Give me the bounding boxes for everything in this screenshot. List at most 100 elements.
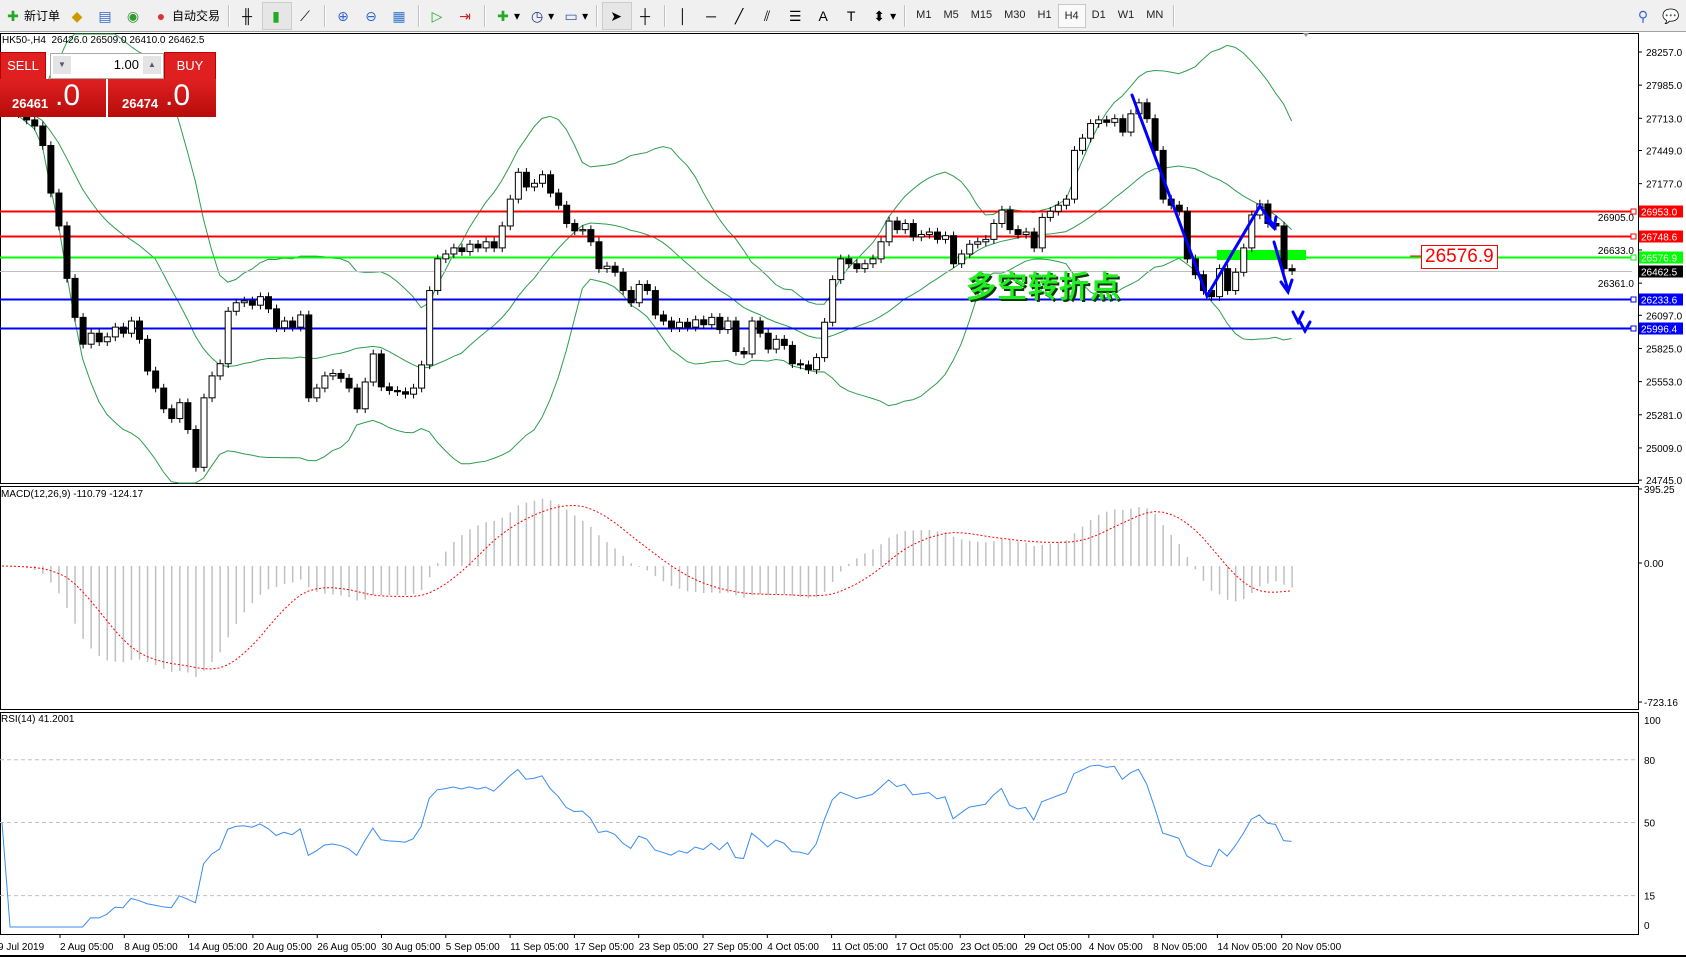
bullish-candle: [958, 253, 966, 265]
ask-price-button[interactable]: 26474 .0: [108, 79, 216, 117]
buy-button[interactable]: BUY: [164, 52, 216, 80]
channel-button[interactable]: ⫽: [754, 3, 782, 29]
time-tick-label: 8 Aug 05:00: [124, 942, 178, 953]
line-chart-icon: ⟋: [300, 7, 310, 24]
price-tick-label: 27449.0: [1646, 146, 1683, 157]
periods-button[interactable]: ◷ ▾: [524, 3, 558, 29]
chat-button[interactable]: 💬: [1658, 3, 1686, 29]
bearish-candle: [377, 353, 385, 388]
lot-size-value[interactable]: 1.00: [113, 57, 139, 72]
text-label-button[interactable]: T: [838, 3, 866, 29]
bearish-candle: [248, 300, 256, 306]
lot-size-stepper[interactable]: ▼ 1.00 ▲: [50, 53, 164, 79]
bullish-candle: [87, 332, 95, 345]
text-button[interactable]: A: [810, 3, 838, 29]
bullish-candle: [829, 279, 837, 323]
bullish-candle: [434, 258, 442, 292]
arrows-button[interactable]: ⬍ ▾: [866, 3, 900, 29]
bullish-candle: [127, 320, 135, 334]
crosshair-button[interactable]: ┼: [632, 3, 660, 29]
separator: [1173, 4, 1176, 27]
bullish-candle: [200, 397, 208, 468]
level-line-anchor: [1630, 296, 1637, 303]
bid-price-button[interactable]: 26461 .0: [0, 79, 106, 117]
level-price-tag: [1639, 293, 1683, 306]
terminal-button[interactable]: ◉: [120, 3, 148, 29]
candlestick-chart-button[interactable]: ▮: [262, 1, 293, 30]
decrease-lot-button[interactable]: ▼: [53, 56, 71, 74]
fibonacci-button[interactable]: ☰: [782, 3, 810, 29]
timeframe-m30[interactable]: M30: [1004, 8, 1026, 21]
zoom-in-icon: ⊕: [337, 7, 349, 24]
bullish-candle: [998, 209, 1006, 225]
arrows-icon: ⬍: [873, 7, 885, 24]
bid-price-fraction: .0: [55, 79, 81, 112]
timeframe-w1[interactable]: W1: [1117, 8, 1135, 21]
macd-tick-label: 395.25: [1644, 485, 1675, 496]
zoom-out-button[interactable]: ⊖: [358, 3, 386, 29]
templates-button[interactable]: ▭ ▾: [558, 3, 592, 29]
new-order-button[interactable]: ✚ 新订单: [0, 3, 64, 29]
timeframe-h1[interactable]: H1: [1037, 8, 1052, 21]
bullish-candle: [506, 198, 514, 227]
bullish-candle: [1248, 214, 1256, 249]
search-button[interactable]: ⚲: [1630, 3, 1658, 29]
bearish-candle: [31, 119, 39, 127]
timeframe-d1[interactable]: D1: [1091, 8, 1106, 21]
tile-windows-button[interactable]: ▦: [386, 3, 414, 29]
timeframe-h4[interactable]: H4: [1057, 3, 1086, 28]
line-chart-button[interactable]: ⟋: [292, 3, 320, 29]
search-icon: ⚲: [1637, 7, 1649, 24]
bullish-candle: [1095, 119, 1103, 125]
bearish-candle: [756, 320, 764, 334]
cursor-button[interactable]: ➤: [602, 1, 633, 30]
bearish-candle: [716, 316, 724, 331]
fibonacci-icon: ☰: [788, 7, 802, 24]
bearish-candle: [522, 171, 530, 188]
timeframe-m5[interactable]: M5: [943, 8, 959, 21]
bearish-candle: [39, 125, 47, 146]
auto-trading-button[interactable]: ● 自动交易: [148, 3, 224, 29]
zoom-in-button[interactable]: ⊕: [330, 3, 358, 29]
timeframe-m15[interactable]: M15: [970, 8, 993, 21]
bullish-candle: [1022, 231, 1030, 235]
vertical-line-icon: │: [678, 7, 688, 24]
bearish-candle: [1006, 209, 1014, 231]
separator: [228, 4, 231, 27]
time-tick-label: 20 Nov 05:00: [1282, 942, 1342, 953]
bullish-candle: [321, 375, 329, 389]
bearish-candle: [1175, 204, 1183, 212]
sell-button[interactable]: SELL: [0, 52, 46, 80]
bullish-candle: [885, 220, 893, 243]
time-tick-label: 17 Oct 05:00: [896, 942, 954, 953]
rsi-label: RSI(14) 41.2001: [1, 714, 75, 725]
timeframe-mn[interactable]: MN: [1146, 8, 1164, 21]
bar-chart-button[interactable]: ╫: [234, 3, 262, 29]
level-price-tag: [1639, 322, 1683, 335]
horizontal-line-button[interactable]: ─: [698, 3, 726, 29]
price-label-annotation[interactable]: 26576.9: [1421, 245, 1498, 269]
bullish-candle: [256, 296, 264, 306]
bearish-candle: [740, 351, 748, 355]
timeframe-m1[interactable]: M1: [916, 8, 932, 21]
bearish-candle: [684, 321, 692, 328]
bearish-candle: [563, 204, 571, 225]
navigator-button[interactable]: ▤: [92, 3, 120, 29]
price-tick-label: 25009.0: [1646, 444, 1683, 455]
chart-annotation-text[interactable]: 多空转折点: [966, 270, 1121, 305]
zigzag-arrow-line: [1130, 93, 1276, 300]
market-watch-button[interactable]: ◆: [64, 3, 92, 29]
auto-scroll-button[interactable]: ▷: [424, 3, 452, 29]
bearish-candle: [47, 144, 55, 194]
bearish-candle: [555, 192, 563, 206]
indicators-button[interactable]: ✚ ▾: [490, 3, 524, 29]
price-tick-label: 27713.0: [1646, 114, 1683, 125]
bullish-candle: [297, 314, 305, 328]
ask-price: 26474: [122, 96, 159, 111]
bearish-candle: [700, 319, 708, 326]
chart-shift-button[interactable]: ⇥: [452, 3, 480, 29]
increase-lot-button[interactable]: ▲: [143, 56, 161, 74]
vertical-line-button[interactable]: │: [670, 3, 698, 29]
trend-line-button[interactable]: ╱: [726, 3, 754, 29]
